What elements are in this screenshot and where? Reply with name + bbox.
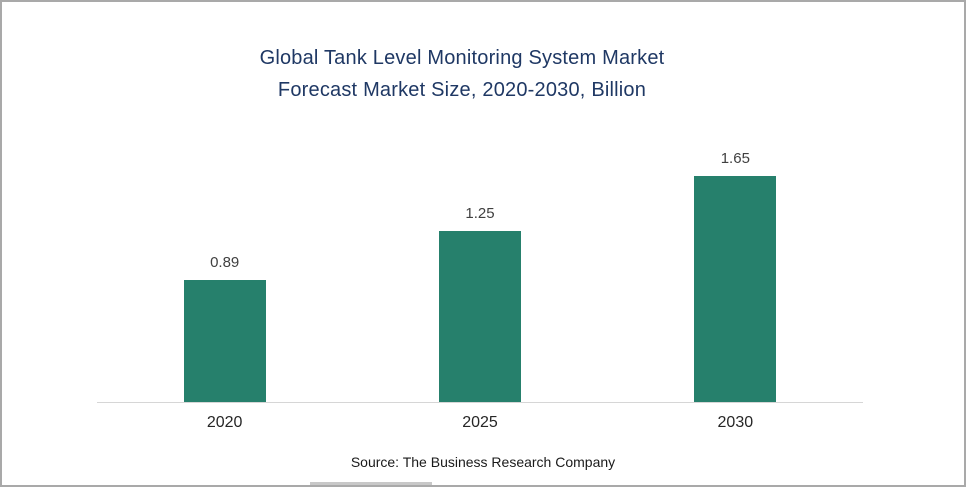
bar-value-label: 0.89 xyxy=(210,254,240,271)
chart-title-line-2: Forecast Market Size, 2020-2030, Billion xyxy=(277,79,647,101)
chart-title: Global Tank Level Monitoring System Mark… xyxy=(22,42,902,106)
bar-2025 xyxy=(438,231,521,402)
bar-value-label: 1.65 xyxy=(720,150,750,167)
x-axis-line xyxy=(97,402,863,403)
x-axis-labels: 2020 2025 2030 xyxy=(97,414,863,432)
bottom-edge-artifact xyxy=(310,482,432,485)
bar-group-2025: 1.25 xyxy=(352,142,607,402)
x-tick-2025: 2025 xyxy=(462,414,498,431)
x-tick-2020: 2020 xyxy=(206,414,243,431)
x-tick-2030: 2030 xyxy=(717,414,754,431)
chart-title-line-1: Global Tank Level Monitoring System Mark… xyxy=(259,47,665,69)
bar-group-2020: 0.89 xyxy=(97,142,352,402)
plot-area: 0.89 1.25 1.65 xyxy=(97,142,863,402)
source-text: Source: The Business Research Company xyxy=(350,454,616,470)
bar-2030 xyxy=(694,176,777,402)
bar-2020 xyxy=(183,280,266,402)
bar-value-label: 1.25 xyxy=(465,205,495,222)
bar-group-2030: 1.65 xyxy=(608,142,863,402)
